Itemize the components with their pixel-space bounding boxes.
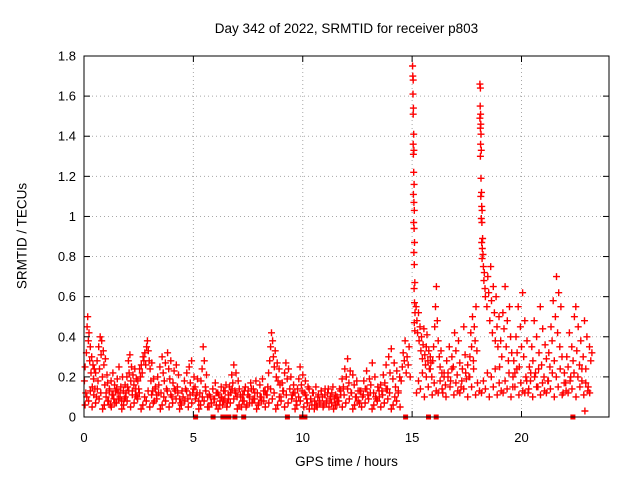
x-tick-label: 5 (190, 430, 197, 445)
y-tick-label: 0.2 (58, 369, 76, 384)
y-tick-label: 1 (69, 209, 76, 224)
y-tick-label: 0.4 (58, 329, 76, 344)
scatter-points (80, 62, 596, 415)
y-tick-label: 0 (69, 410, 76, 425)
y-tick-label: 1.4 (58, 129, 76, 144)
y-tick-label: 1.2 (58, 169, 76, 184)
x-tick-label: 15 (405, 430, 419, 445)
x-tick-labels: 0 5 10 15 20 (80, 430, 528, 445)
x-axis-label: GPS time / hours (295, 454, 398, 469)
x-tick-label: 20 (514, 430, 528, 445)
x-tick-label: 10 (296, 430, 310, 445)
y-tick-label: 0.6 (58, 289, 76, 304)
y-tick-label: 1.6 (58, 89, 76, 104)
y-tick-labels: 0 0.2 0.4 0.6 0.8 1 1.2 1.4 1.6 1.8 (58, 49, 76, 425)
x-tick-label: 0 (80, 430, 87, 445)
plot-frame (83, 55, 610, 418)
chart-title: Day 342 of 2022, SRMTID for receiver p80… (214, 21, 479, 36)
frame-rect (83, 55, 610, 418)
y-tick-label: 0.8 (58, 249, 76, 264)
axis-ticks (83, 55, 609, 418)
srmtid-plus-markers (80, 62, 596, 415)
y-tick-label: 1.8 (58, 49, 76, 64)
